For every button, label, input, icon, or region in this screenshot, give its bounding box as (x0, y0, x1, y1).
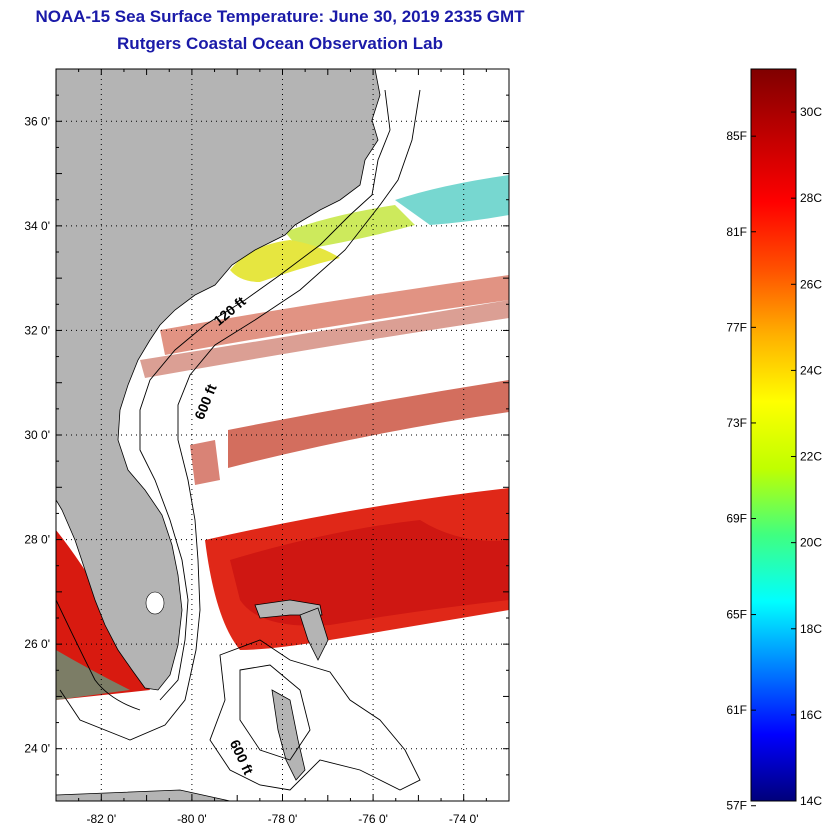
sst-swath-30n (228, 380, 509, 468)
colorbar-celsius-label: 14C (800, 794, 822, 808)
colorbar-celsius-label: 22C (800, 450, 822, 464)
contour-bahamas (209, 639, 421, 791)
colorbar-ticks: 14C 16C 18C 20C 22C 24C 26C 28C 30C 57F 61F 65F 69F 7… (726, 105, 822, 813)
colorbar-fahrenheit-label: 65F (726, 608, 747, 622)
land-abaco (299, 607, 329, 661)
contour-120ft (139, 89, 391, 701)
bathymetry-contours (56, 89, 421, 791)
lon-tick-label: -80 0' (177, 812, 207, 826)
colorbar-celsius-label: 18C (800, 622, 822, 636)
contour-bahamas-inner (239, 664, 311, 761)
sst-swath-mid (160, 275, 509, 355)
lat-tick-label: 24 0' (24, 742, 50, 756)
sst-swath-30n-w (190, 440, 220, 485)
map-axis-ticks: 24 0' 26 0' 28 0' 30 0' 32 0' 34 0' 36 0' -82 0… (24, 68, 510, 826)
colorbar-fahrenheit-label: 73F (726, 416, 747, 430)
land-mainland (56, 69, 381, 691)
colorbar-celsius-label: 30C (800, 105, 822, 119)
lat-tick-label: 36 0' (24, 114, 50, 128)
sst-swath-north-b (285, 205, 415, 250)
sst-swath-north (395, 175, 509, 225)
colorbar-fahrenheit-label: 57F (726, 799, 747, 813)
lat-tick-label: 34 0' (24, 219, 50, 233)
lon-tick-label: -78 0' (268, 812, 298, 826)
land-andros (271, 689, 306, 781)
colorbar-celsius-label: 28C (800, 191, 822, 205)
map-subtitle: Rutgers Coastal Ocean Observation Lab (117, 34, 443, 53)
lat-tick-label: 26 0' (24, 637, 50, 651)
contour-gulf (56, 599, 141, 711)
colorbar-fahrenheit-label: 77F (726, 320, 747, 334)
colorbar-celsius-label: 26C (800, 277, 822, 291)
colorbar-fahrenheit-label: 69F (726, 512, 747, 526)
colorbar (750, 68, 797, 802)
lon-tick-label: -82 0' (86, 812, 116, 826)
lake-okeechobee (145, 591, 165, 615)
lat-tick-label: 32 0' (24, 323, 50, 337)
graticule (56, 69, 509, 801)
map-title: NOAA-15 Sea Surface Temperature: June 30… (35, 7, 525, 26)
sst-swath-south-warm (230, 520, 509, 626)
lon-tick-label: -76 0' (358, 812, 388, 826)
colorbar-fahrenheit-label: 61F (726, 703, 747, 717)
colorbar-celsius-label: 20C (800, 536, 822, 550)
lon-tick-label: -74 0' (449, 812, 479, 826)
colorbar-celsius-label: 24C (800, 363, 822, 377)
colorbar-fahrenheit-label: 81F (726, 225, 747, 239)
lat-tick-label: 28 0' (24, 533, 50, 547)
land-cuba (56, 789, 231, 801)
contour-600ft (59, 89, 421, 741)
colorbar-celsius-label: 16C (800, 708, 822, 722)
sst-swath-mid2 (140, 300, 509, 378)
land (56, 69, 381, 801)
colorbar-fahrenheit-label: 85F (726, 129, 747, 143)
lat-tick-label: 30 0' (24, 428, 50, 442)
